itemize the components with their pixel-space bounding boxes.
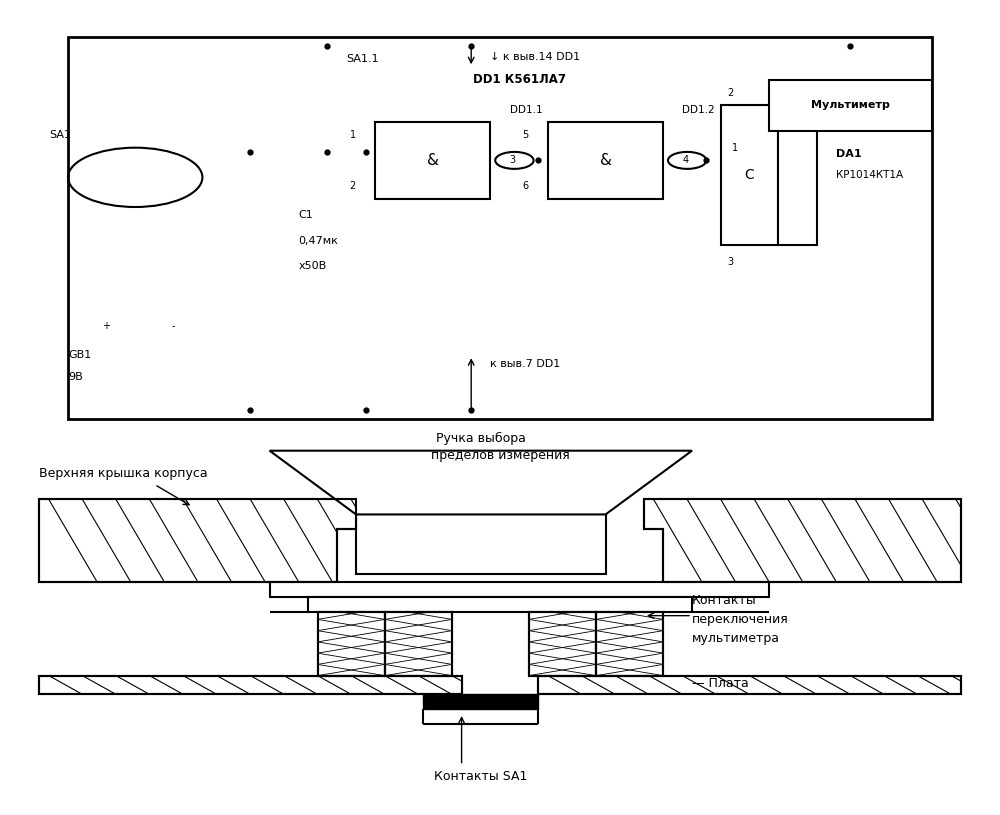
Text: 4: 4	[682, 156, 689, 165]
Text: 5: 5	[523, 130, 529, 140]
Text: мультиметра: мультиметра	[692, 632, 780, 645]
Bar	[375, 122, 490, 199]
Bar	[769, 80, 932, 130]
Text: 9В: 9В	[68, 372, 83, 381]
Bar	[308, 597, 692, 612]
Bar	[270, 582, 769, 597]
Text: 1: 1	[350, 130, 356, 140]
Text: Мультиметр: Мультиметр	[811, 100, 890, 110]
Polygon shape	[39, 500, 356, 582]
Polygon shape	[644, 500, 961, 582]
Text: 6: 6	[523, 181, 529, 191]
Text: — Плата: — Плата	[692, 676, 749, 689]
Text: 1: 1	[732, 143, 738, 152]
Text: 2: 2	[350, 181, 356, 191]
Bar	[356, 514, 606, 575]
Text: переключения: переключения	[692, 613, 789, 626]
Text: х50В: х50В	[298, 262, 327, 271]
Text: DA1: DA1	[836, 149, 862, 159]
Text: Верхняя крышка корпуса: Верхняя крышка корпуса	[39, 467, 208, 480]
Text: 0,47мк: 0,47мк	[298, 236, 338, 246]
Text: к выв.7 DD1: к выв.7 DD1	[490, 359, 561, 369]
Text: 3: 3	[727, 257, 733, 267]
Polygon shape	[270, 451, 692, 514]
Text: С: С	[745, 168, 754, 183]
Text: КР1014КТ1А: КР1014КТ1А	[836, 170, 903, 180]
Bar	[778, 105, 817, 245]
Polygon shape	[385, 612, 452, 676]
Bar	[721, 105, 778, 245]
Text: &: &	[600, 153, 612, 168]
Text: SA1: SA1	[49, 130, 71, 140]
Text: С1: С1	[298, 210, 313, 221]
Polygon shape	[39, 676, 462, 694]
Text: 3: 3	[510, 156, 516, 165]
Bar	[423, 694, 538, 709]
Polygon shape	[318, 612, 385, 676]
Text: +: +	[102, 320, 110, 331]
Text: &: &	[427, 153, 439, 168]
Text: Контакты: Контакты	[692, 594, 757, 607]
Text: DD1.2: DD1.2	[682, 104, 715, 115]
Polygon shape	[529, 612, 596, 676]
Text: GB1: GB1	[68, 350, 91, 360]
Polygon shape	[596, 612, 663, 676]
Text: ↓ к выв.14 DD1: ↓ к выв.14 DD1	[490, 51, 581, 62]
Text: Ручка выбора: Ручка выбора	[436, 432, 526, 445]
Text: SA1.1: SA1.1	[346, 54, 379, 64]
Text: -: -	[172, 320, 175, 331]
Bar	[548, 122, 663, 199]
Text: 2: 2	[727, 87, 734, 98]
Text: DD1 К561ЛА7: DD1 К561ЛА7	[473, 73, 566, 86]
Text: пределов измерения: пределов измерения	[431, 449, 569, 462]
Polygon shape	[538, 676, 961, 694]
Text: DD1.1: DD1.1	[510, 104, 542, 115]
Text: Контакты SA1: Контакты SA1	[434, 770, 527, 783]
